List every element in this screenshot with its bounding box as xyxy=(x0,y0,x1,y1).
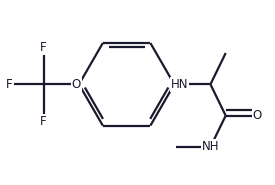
Text: NH: NH xyxy=(202,140,219,153)
Text: HN: HN xyxy=(171,78,188,91)
Text: O: O xyxy=(72,78,81,91)
Text: F: F xyxy=(6,78,13,91)
Text: F: F xyxy=(40,115,47,128)
Text: F: F xyxy=(40,41,47,54)
Text: O: O xyxy=(253,109,262,122)
